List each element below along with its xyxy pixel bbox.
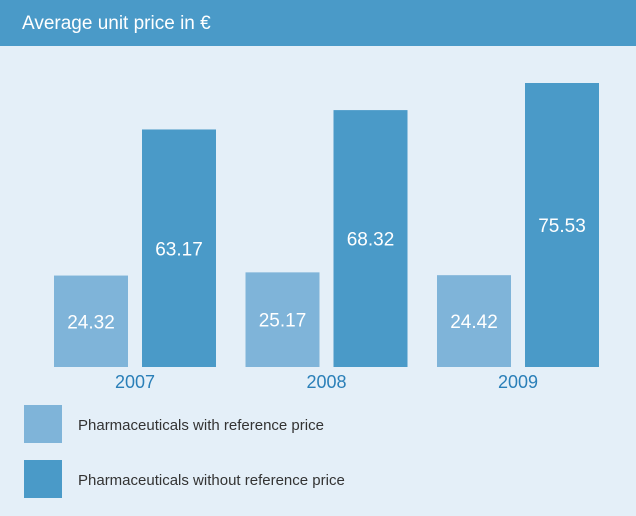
value-label: 75.53 <box>538 216 586 237</box>
bar <box>333 110 408 367</box>
legend-swatch <box>24 460 62 498</box>
bar <box>525 83 599 367</box>
bar <box>437 275 511 367</box>
title-band <box>0 0 636 46</box>
value-label: 24.32 <box>67 312 115 333</box>
bar <box>245 272 320 367</box>
value-label: 24.42 <box>450 312 498 333</box>
x-tick-label: 2009 <box>498 372 538 392</box>
value-label: 68.32 <box>347 230 395 251</box>
chart-title: Average unit price in € <box>22 13 211 34</box>
legend-label: Pharmaceuticals without reference price <box>78 472 345 489</box>
legend-label: Pharmaceuticals with reference price <box>78 417 324 434</box>
x-tick-label: 2007 <box>115 372 155 392</box>
value-label: 25.17 <box>259 311 307 332</box>
x-tick-label: 2008 <box>306 372 346 392</box>
legend-swatch <box>24 405 62 443</box>
value-label: 63.17 <box>155 239 203 260</box>
bar <box>54 275 128 367</box>
bar <box>142 129 216 367</box>
